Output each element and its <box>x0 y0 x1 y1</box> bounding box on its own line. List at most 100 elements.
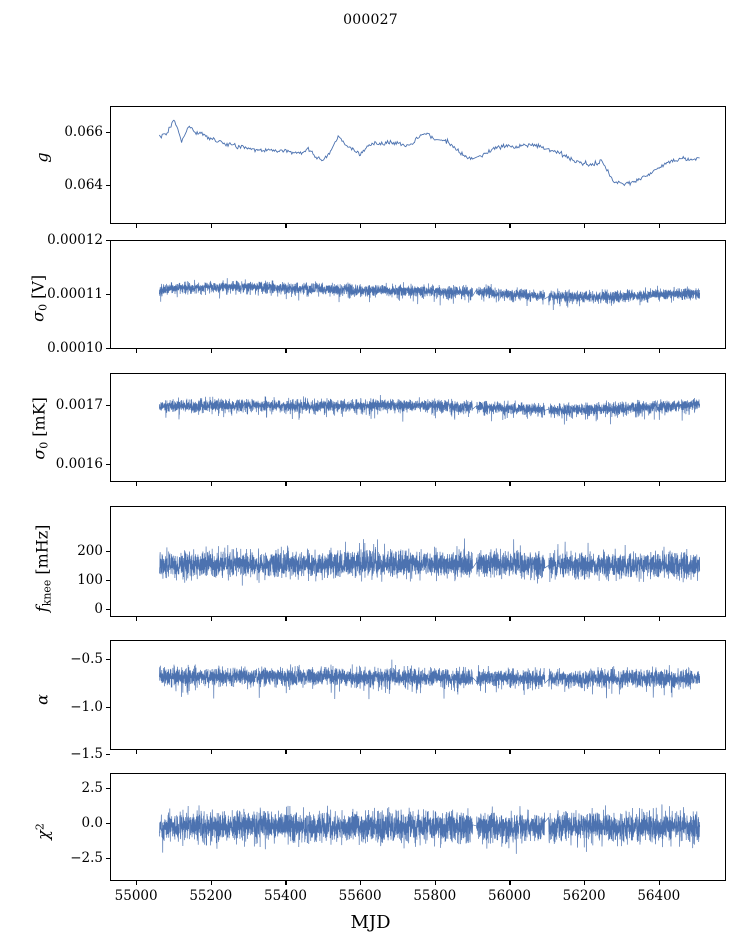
x-tick-mark <box>285 750 287 754</box>
x-tick-mark <box>360 881 362 885</box>
x-tick-mark <box>509 617 511 621</box>
x-tick-mark <box>210 750 212 754</box>
x-tick-label: 56000 <box>487 888 531 904</box>
y-tick-mark <box>106 754 110 756</box>
x-tick-mark <box>285 349 287 353</box>
x-tick-mark <box>360 617 362 621</box>
x-axis-label: MJD <box>350 912 391 933</box>
y-tick-label: −2.5 <box>70 850 103 866</box>
y-tick-label: 100 <box>77 572 103 588</box>
x-tick-mark <box>285 617 287 621</box>
x-tick-mark <box>285 482 287 486</box>
y-axis-label-panel-6: χ2 <box>33 823 53 840</box>
x-tick-mark <box>136 224 138 228</box>
x-tick-mark <box>584 750 586 754</box>
x-tick-mark <box>136 750 138 754</box>
x-tick-mark <box>509 224 511 228</box>
x-tick-label: 55600 <box>338 888 382 904</box>
x-tick-mark <box>658 881 660 885</box>
y-tick-mark <box>106 294 110 296</box>
x-tick-mark <box>136 881 138 885</box>
y-tick-label: 0.00010 <box>47 340 103 356</box>
x-tick-mark <box>136 617 138 621</box>
y-tick-label: 0 <box>94 601 103 617</box>
y-tick-label: 0.00012 <box>47 232 103 248</box>
series-alpha <box>158 659 701 700</box>
plot-panel-gain <box>110 106 726 224</box>
x-tick-mark <box>210 224 212 228</box>
y-tick-mark <box>106 858 110 860</box>
x-tick-mark <box>584 617 586 621</box>
y-tick-label: 0.0016 <box>55 456 103 472</box>
x-tick-mark <box>210 617 212 621</box>
series-sigma0-volt <box>158 278 701 310</box>
x-tick-mark <box>658 617 660 621</box>
y-tick-label: 0.0 <box>81 815 103 831</box>
x-tick-mark <box>285 881 287 885</box>
x-tick-mark <box>658 349 660 353</box>
x-tick-mark <box>509 881 511 885</box>
y-tick-label: 0.064 <box>64 177 103 193</box>
x-tick-mark <box>360 482 362 486</box>
x-tick-mark <box>509 750 511 754</box>
x-tick-label: 55000 <box>114 888 158 904</box>
x-tick-mark <box>584 881 586 885</box>
y-tick-label: 0.00011 <box>47 286 103 302</box>
plot-panel-sigma0-volt <box>110 240 726 349</box>
y-tick-mark <box>106 240 110 242</box>
plot-panel-alpha <box>110 640 726 750</box>
x-tick-mark <box>434 617 436 621</box>
y-axis-label-panel-1: g <box>32 152 52 163</box>
y-tick-label: −1.5 <box>70 746 103 762</box>
series-gain <box>158 119 700 187</box>
y-tick-mark <box>106 551 110 553</box>
x-tick-mark <box>509 482 511 486</box>
x-tick-mark <box>136 482 138 486</box>
y-tick-mark <box>106 580 110 582</box>
x-tick-mark <box>509 349 511 353</box>
y-tick-mark <box>106 464 110 466</box>
y-tick-label: 0.066 <box>64 124 103 140</box>
x-tick-mark <box>434 881 436 885</box>
x-tick-mark <box>210 482 212 486</box>
x-tick-label: 55400 <box>263 888 307 904</box>
series-chi2 <box>158 804 701 854</box>
x-tick-mark <box>584 482 586 486</box>
x-tick-mark <box>210 349 212 353</box>
x-tick-mark <box>434 750 436 754</box>
y-tick-mark <box>106 707 110 709</box>
x-tick-mark <box>285 224 287 228</box>
x-tick-mark <box>658 224 660 228</box>
y-axis-label-panel-4: fknee [mHz] <box>32 524 54 613</box>
x-tick-mark <box>434 349 436 353</box>
x-tick-mark <box>360 224 362 228</box>
y-tick-mark <box>106 405 110 407</box>
x-tick-mark <box>658 750 660 754</box>
y-tick-mark <box>106 823 110 825</box>
y-tick-label: −0.5 <box>70 651 103 667</box>
x-tick-mark <box>434 224 436 228</box>
plot-panel-fknee <box>110 506 726 617</box>
x-tick-mark <box>434 482 436 486</box>
x-tick-mark <box>360 349 362 353</box>
plot-panel-chi2 <box>110 773 726 881</box>
y-tick-label: 0.0017 <box>55 397 103 413</box>
y-tick-mark <box>106 348 110 350</box>
x-tick-label: 55800 <box>413 888 457 904</box>
y-tick-mark <box>106 659 110 661</box>
x-tick-label: 55200 <box>189 888 233 904</box>
x-tick-mark <box>360 750 362 754</box>
x-tick-mark <box>136 349 138 353</box>
x-tick-mark <box>658 482 660 486</box>
x-tick-label: 56200 <box>562 888 606 904</box>
x-tick-label: 56400 <box>637 888 681 904</box>
x-tick-mark <box>584 224 586 228</box>
plot-panel-sigma0-mk <box>110 373 726 482</box>
y-tick-mark <box>106 132 110 134</box>
y-tick-label: −1.0 <box>70 699 103 715</box>
y-tick-label: 200 <box>77 543 103 559</box>
series-sigma0-mk <box>158 395 701 425</box>
figure-title: 000027 <box>343 12 398 28</box>
x-tick-mark <box>584 349 586 353</box>
